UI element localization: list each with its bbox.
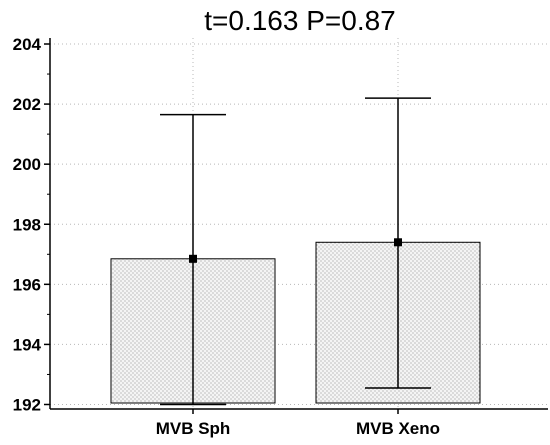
- y-tick-label: 204: [13, 35, 42, 54]
- bars: [110, 241, 481, 404]
- grid: [50, 38, 548, 409]
- y-tick-label: 192: [13, 395, 41, 414]
- y-tick-label: 198: [13, 215, 41, 234]
- y-tick-label: 202: [13, 95, 41, 114]
- y-ticks: 192 194 196 198 200 202 204: [13, 35, 50, 414]
- y-tick-label: 196: [13, 275, 41, 294]
- x-category-label: MVB Xeno: [356, 419, 440, 438]
- y-tick-label: 200: [13, 155, 41, 174]
- y-tick-label: 194: [13, 335, 42, 354]
- axes: [49, 38, 548, 410]
- mean-marker: [189, 254, 197, 263]
- error-bars: [160, 97, 431, 406]
- mean-marker: [394, 238, 402, 247]
- chart-title: t=0.163 P=0.87: [204, 5, 396, 36]
- x-category-label: MVB Sph: [156, 419, 231, 438]
- x-categories: MVB Sph MVB Xeno: [156, 409, 440, 438]
